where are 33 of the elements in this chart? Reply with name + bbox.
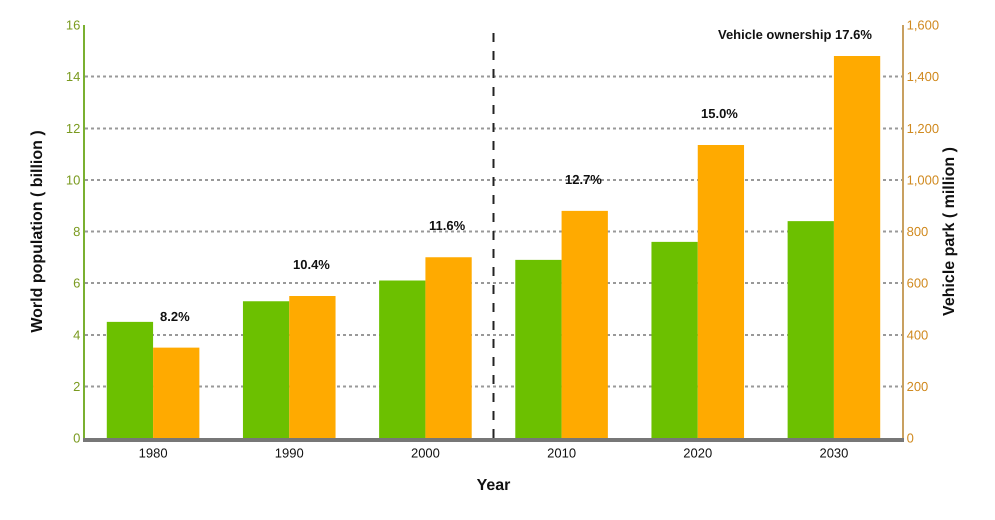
y-tick-label: 10 — [66, 172, 80, 188]
y2-tick-label: 0 — [906, 430, 914, 446]
y2-tick-label: 1,200 — [906, 120, 940, 136]
y2-tick-label: 200 — [906, 378, 928, 394]
x-tick-label: 2020 — [683, 446, 712, 461]
y2-tick-label: 1,000 — [906, 172, 940, 188]
x-tick-label: 1990 — [274, 446, 304, 461]
y2-tick-label: 1,400 — [906, 69, 940, 84]
y-tick-label: 6 — [73, 276, 80, 291]
y-tick-label: 14 — [66, 69, 80, 84]
y2-tick-label: 800 — [906, 224, 928, 240]
annotation: 10.4% — [293, 257, 330, 272]
annotation: 11.6% — [429, 218, 466, 233]
y2-tick-label: 1,600 — [906, 18, 940, 33]
annotation: 15.0% — [701, 106, 738, 121]
y2-axis-title: Vehicle park ( million ) — [941, 147, 958, 316]
y-tick-label: 4 — [73, 327, 80, 342]
x-tick-label: 2000 — [410, 446, 440, 461]
annotation: Vehicle ownership 17.6% — [718, 27, 872, 42]
y-tick-label: 16 — [66, 18, 80, 33]
annotation: 8.2% — [160, 309, 190, 324]
x-tick-label: 2030 — [819, 446, 848, 461]
y2-tick-label: 400 — [906, 327, 928, 342]
x-tick-label: 2010 — [547, 446, 576, 461]
y-tick-label: 8 — [73, 224, 80, 240]
y-tick-label: 2 — [73, 378, 80, 394]
y-axis-title: World population ( billion ) — [29, 130, 46, 333]
x-axis-title: Year — [476, 476, 510, 494]
y2-tick-label: 600 — [906, 276, 928, 291]
x-tick-label: 1980 — [138, 446, 168, 461]
y-tick-label: 0 — [73, 430, 80, 446]
y-tick-label: 12 — [66, 120, 80, 136]
annotation: 12.7% — [565, 172, 602, 187]
